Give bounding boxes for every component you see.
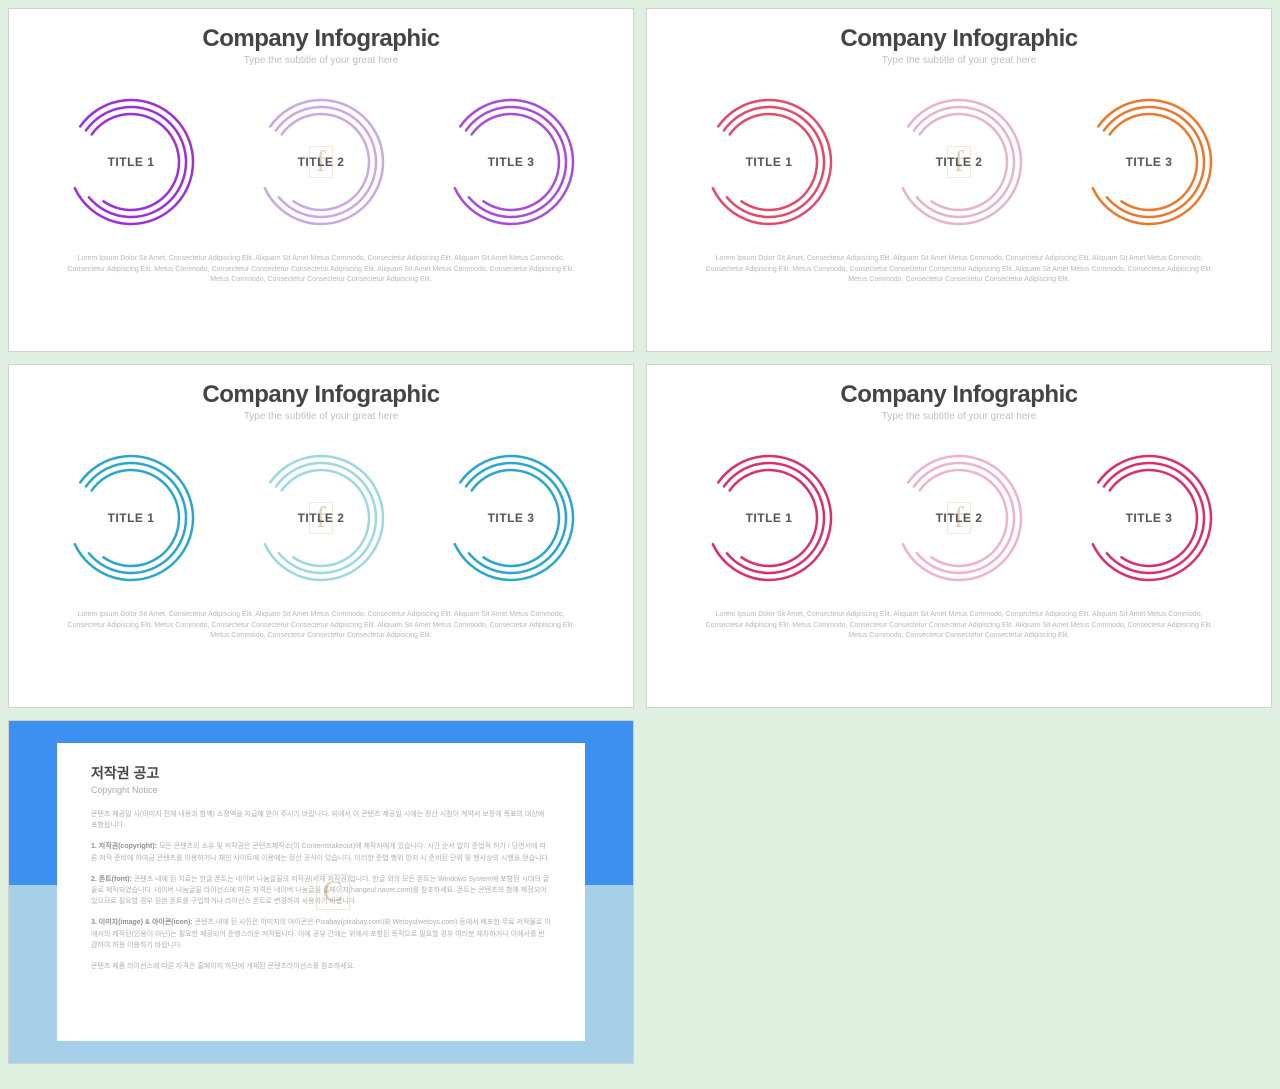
copyright-h1: 1. 저작권(copyright): [91,843,157,850]
copyright-h3: 3. 이미지(image) & 아이콘(icon): [91,919,193,926]
ring-row: TITLE 1 fTITLE 2 TITLE 3 [61,448,581,588]
ring-item: TITLE 3 [1079,92,1219,232]
ring-label: TITLE 3 [488,155,535,169]
ring-item: TITLE 1 [61,448,201,588]
ring-item: fTITLE 2 [251,448,391,588]
copyright-slide: 저작권 공고 Copyright Notice 콘텐츠 제공일 시(이미지 전체… [8,720,634,1064]
slide-title: Company Infographic [840,25,1077,53]
lorem-text: Lorem Ipsum Dolor Sit Amet, Consectetur … [66,254,576,286]
slide-subtitle: Type the subtitle of your great here [882,55,1037,66]
ring-item: TITLE 1 [699,448,839,588]
ring-label: TITLE 1 [746,155,793,169]
ring-item: TITLE 3 [441,448,581,588]
slide-subtitle: Type the subtitle of your great here [882,411,1037,422]
slide-subtitle: Type the subtitle of your great here [244,55,399,66]
copyright-p2: 1. 저작권(copyright): 모든 콘텐츠의 소유 및 저작권은 콘텐츠… [91,841,551,863]
ring-item: fTITLE 2 [889,92,1029,232]
ring-item: TITLE 3 [441,92,581,232]
ring-row: TITLE 1 fTITLE 2 TITLE 3 [61,92,581,232]
empty-cell [646,720,1272,1064]
ring-item: fTITLE 2 [889,448,1029,588]
slide-title: Company Infographic [840,381,1077,409]
ring-item: TITLE 3 [1079,448,1219,588]
slide-4: Company Infographic Type the subtitle of… [646,364,1272,708]
slide-2: Company Infographic Type the subtitle of… [646,8,1272,352]
copyright-title: 저작권 공고 [91,763,551,783]
lorem-text: Lorem Ipsum Dolor Sit Amet, Consectetur … [704,254,1214,286]
copyright-subtitle: Copyright Notice [91,785,551,795]
copyright-h2: 2. 폰트(font): [91,876,132,883]
copyright-p2-text: 모든 콘텐츠의 소유 및 저작권은 콘텐츠제작소(이 Contentstakeo… [91,843,550,861]
slide-3: Company Infographic Type the subtitle of… [8,364,634,708]
ring-row: TITLE 1 fTITLE 2 TITLE 3 [699,448,1219,588]
watermark-icon: C [316,874,350,910]
slide-1: Company Infographic Type the subtitle of… [8,8,634,352]
slide-title: Company Infographic [202,25,439,53]
copyright-p4: 3. 이미지(image) & 아이콘(icon): 콘텐츠 내에 된 사진은 … [91,917,551,951]
slide-title: Company Infographic [202,381,439,409]
lorem-text: Lorem Ipsum Dolor Sit Amet, Consectetur … [66,610,576,642]
ring-item: TITLE 1 [61,92,201,232]
ring-label: TITLE 3 [1126,511,1173,525]
copyright-p1: 콘텐츠 제공일 시(이미지 전체 내용과 함께) 소정액을 지급해 받아 주시기… [91,809,551,831]
ring-label: TITLE 1 [108,155,155,169]
ring-row: TITLE 1 fTITLE 2 TITLE 3 [699,92,1219,232]
ring-label: TITLE 2 [298,511,345,525]
lorem-text: Lorem Ipsum Dolor Sit Amet, Consectetur … [704,610,1214,642]
ring-label: TITLE 1 [108,511,155,525]
ring-item: fTITLE 2 [251,92,391,232]
ring-item: TITLE 1 [699,92,839,232]
slide-subtitle: Type the subtitle of your great here [244,411,399,422]
ring-label: TITLE 2 [298,155,345,169]
slide-grid: Company Infographic Type the subtitle of… [8,8,1272,1064]
ring-label: TITLE 2 [936,155,983,169]
copyright-panel: 저작권 공고 Copyright Notice 콘텐츠 제공일 시(이미지 전체… [57,743,585,1041]
ring-label: TITLE 1 [746,511,793,525]
ring-label: TITLE 2 [936,511,983,525]
ring-label: TITLE 3 [488,511,535,525]
copyright-p5: 콘텐츠 제품 라이선스에 따른 자격은 홈페이지 하단에 개재된 콘텐츠라이선스… [91,961,551,972]
ring-label: TITLE 3 [1126,155,1173,169]
